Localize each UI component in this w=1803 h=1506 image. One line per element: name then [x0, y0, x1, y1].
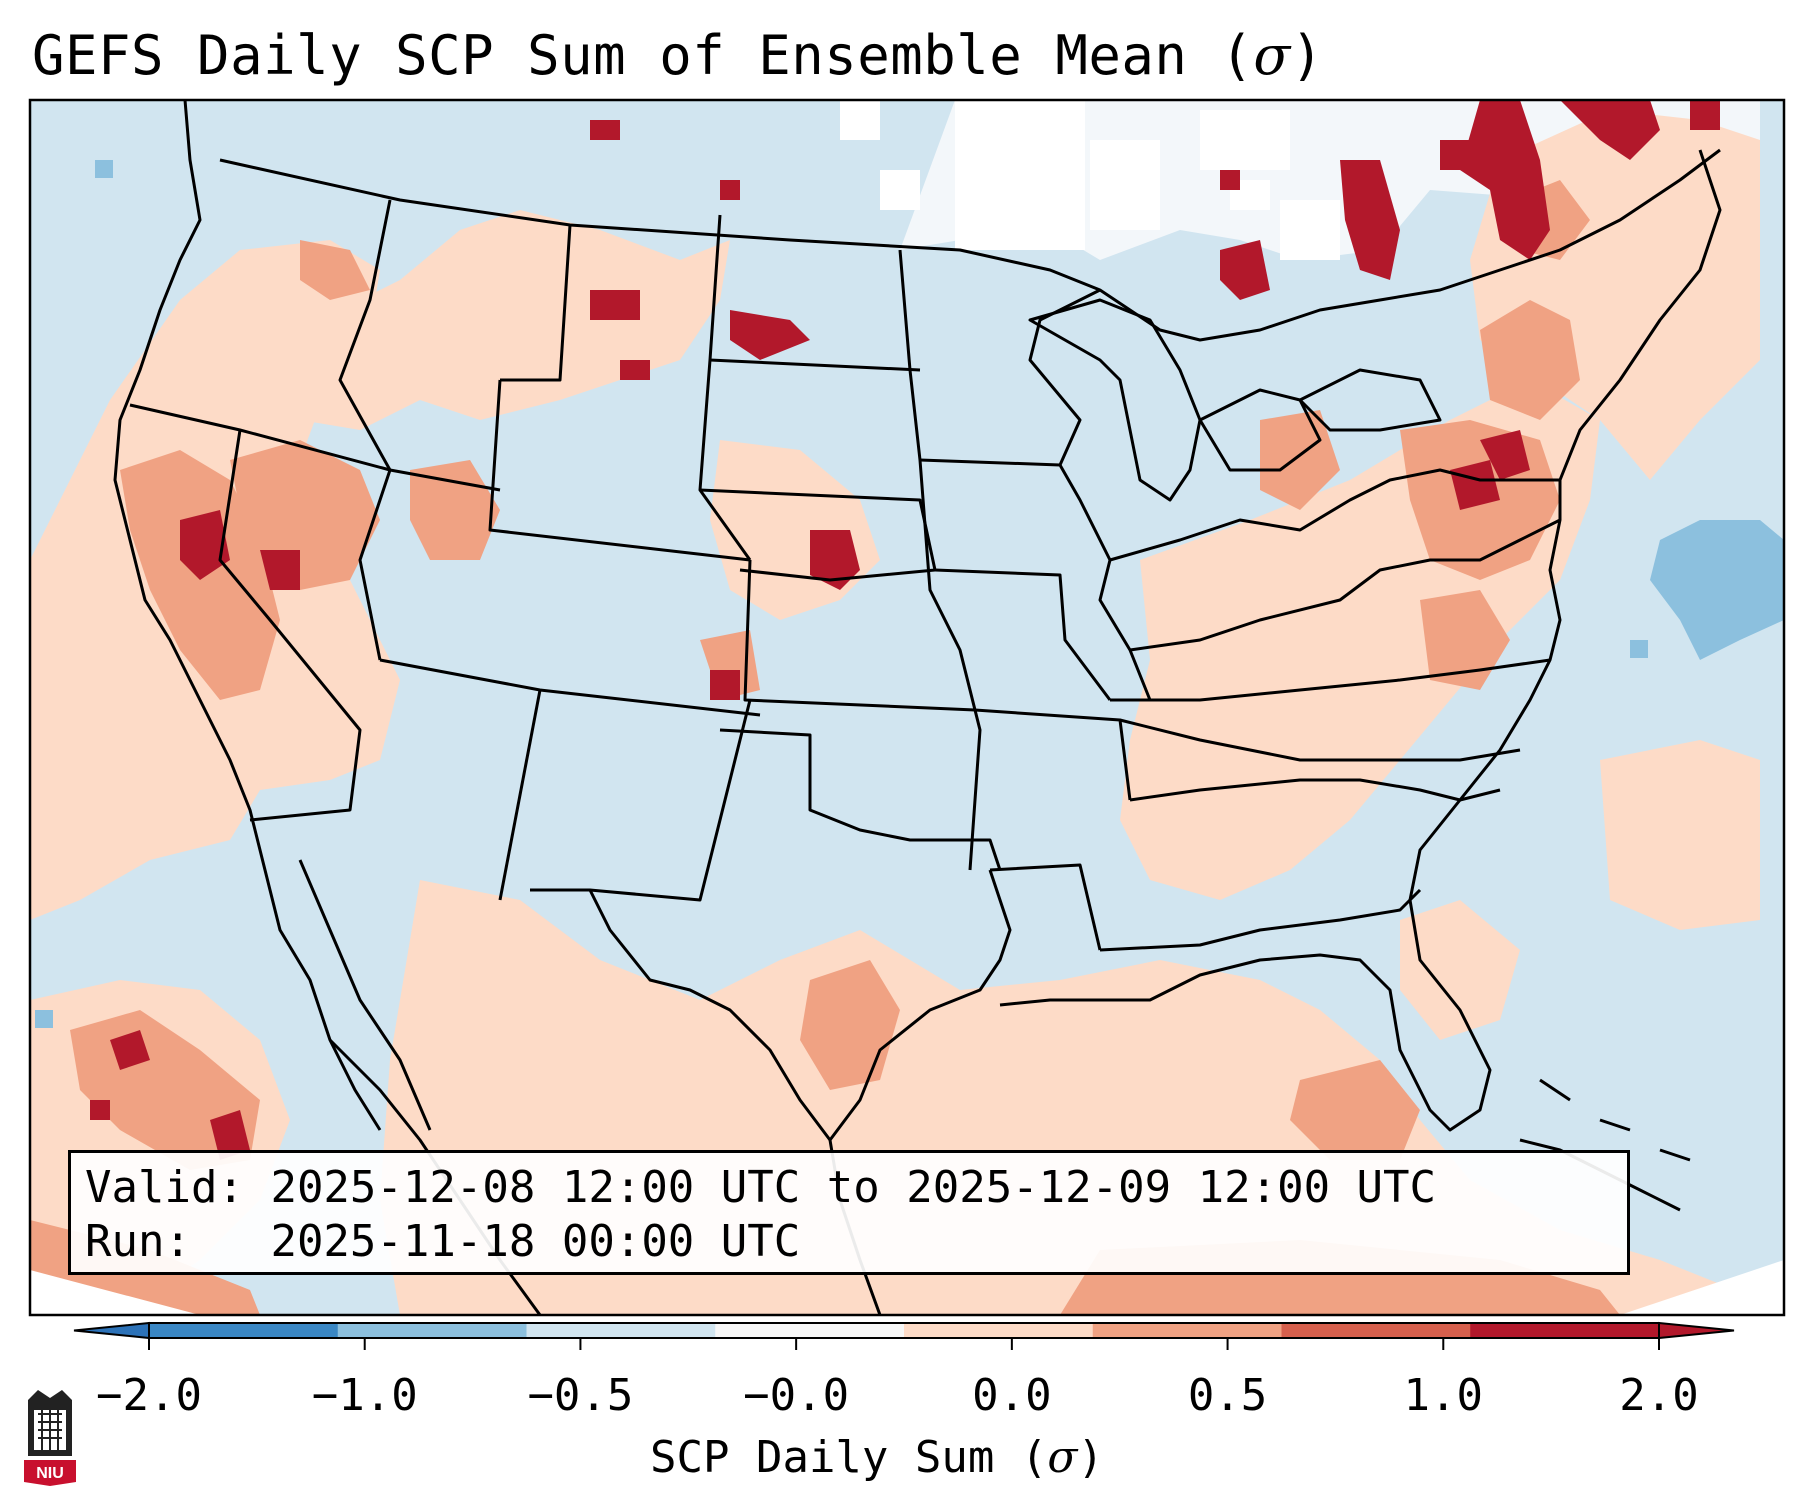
- colorbar-tick-label: 1.0: [1403, 1370, 1484, 1421]
- colorbar-segment: [1470, 1323, 1660, 1338]
- borders: [113, 100, 1722, 1315]
- run-row: Run: 2025-11-18 00:00 UTC: [85, 1215, 1613, 1269]
- run-value: 2025-11-18 00:00 UTC: [270, 1216, 801, 1267]
- valid-value: 2025-12-08 12:00 UTC to 2025-12-09 12:00…: [270, 1162, 1437, 1213]
- negative-region: [35, 160, 1784, 1028]
- colorbar-tick-label: −2.0: [96, 1370, 202, 1421]
- projection-corner-left: [30, 1270, 200, 1315]
- logo-text: NIU: [36, 1465, 64, 1482]
- colorbar-segment: [904, 1323, 1094, 1338]
- colorbar-tick-label: 0.0: [972, 1370, 1052, 1421]
- run-label: Run:: [85, 1216, 191, 1267]
- map-title: GEFS Daily SCP Sum of Ensemble Mean (σ): [32, 24, 1324, 87]
- colorbar-tick-label: −0.0: [743, 1370, 850, 1421]
- colorbar-segment: [715, 1323, 905, 1338]
- colorbar-over-arrow: [1658, 1321, 1735, 1340]
- valid-label: Valid:: [85, 1162, 244, 1213]
- colorbar-tick-label: 0.5: [1187, 1370, 1268, 1421]
- colorbar-label: SCP Daily Sum (σ): [650, 1432, 1104, 1483]
- info-box: Valid: 2025-12-08 12:00 UTC to 2025-12-0…: [68, 1150, 1630, 1275]
- colorbar-tick-label: −0.5: [527, 1370, 634, 1421]
- niu-logo: NIU: [24, 1390, 76, 1486]
- projection-corner-right: [1620, 1260, 1784, 1315]
- high-positive-region: [90, 100, 1720, 1160]
- valid-row: Valid: 2025-12-08 12:00 UTC to 2025-12-0…: [85, 1161, 1613, 1215]
- colorbar-tick-label: 2.0: [1619, 1370, 1699, 1421]
- colorbar-segment: [1281, 1323, 1471, 1338]
- colorbar-segment: [337, 1323, 527, 1338]
- colorbar-tick-label: −1.0: [311, 1370, 418, 1421]
- colorbar-frame: [148, 1322, 1660, 1339]
- colorbar-under-arrow: [73, 1321, 150, 1340]
- colorbar-segment: [1092, 1323, 1282, 1338]
- map-frame: [28, 98, 1786, 1317]
- colorbar-segment: [149, 1323, 339, 1338]
- colorbar-segment: [526, 1323, 716, 1338]
